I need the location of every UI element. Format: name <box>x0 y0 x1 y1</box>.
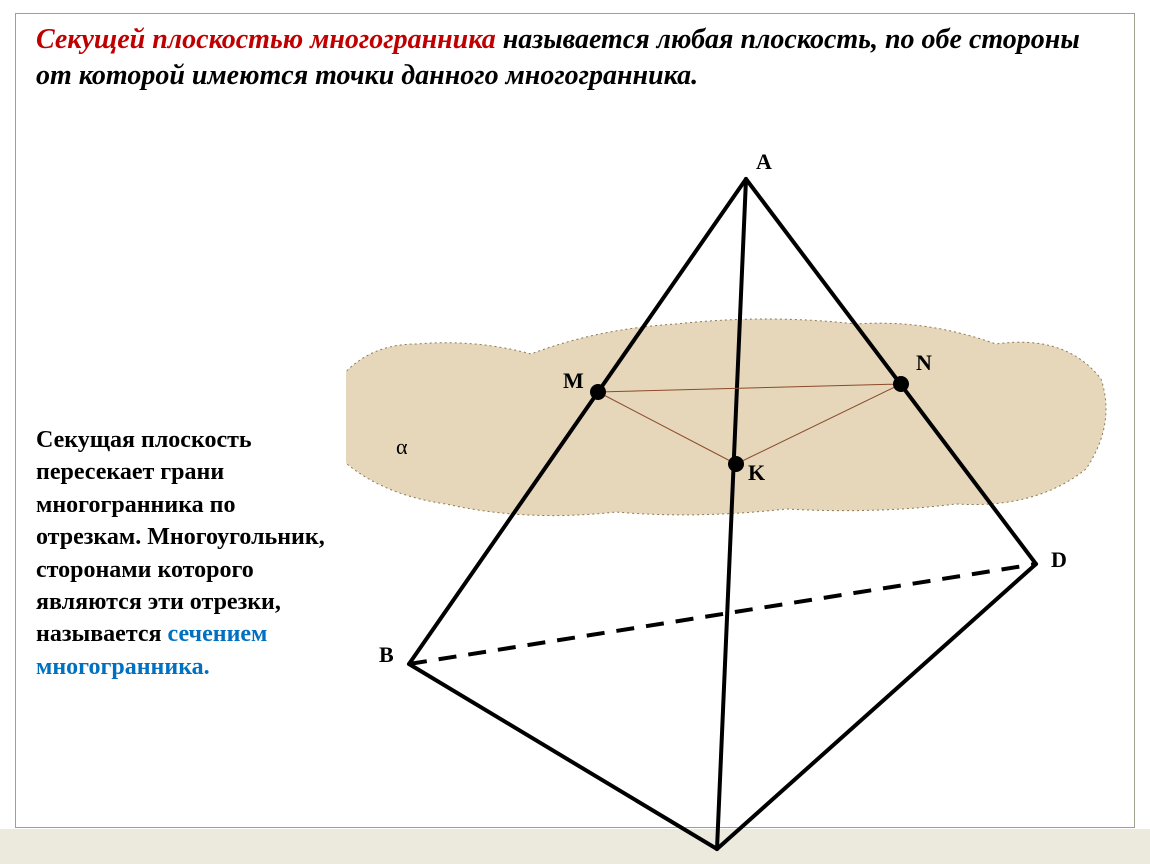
side-paragraph: Секущая плоскость пересекает грани много… <box>36 424 346 683</box>
geometry-diagram: M N K A B C Dα <box>346 144 1136 859</box>
header-text: Секущей плоскостью многогранника называе… <box>16 14 1134 105</box>
svg-text:K: K <box>748 460 765 485</box>
svg-text:M: M <box>563 368 584 393</box>
slide-frame: Секущей плоскостью многогранника называе… <box>15 13 1135 828</box>
header-red-text: Секущей плоскостью многогранника <box>36 24 496 55</box>
diagram-container: MNKABCDα <box>346 144 1136 844</box>
side-black-text: Секущая плоскость пересекает грани много… <box>36 427 325 647</box>
svg-text:α: α <box>396 434 408 459</box>
svg-text:D: D <box>1051 547 1067 572</box>
svg-text:B: B <box>379 642 394 667</box>
svg-text:A: A <box>756 149 772 174</box>
svg-text:C: C <box>709 855 725 859</box>
svg-text:N: N <box>916 350 932 375</box>
